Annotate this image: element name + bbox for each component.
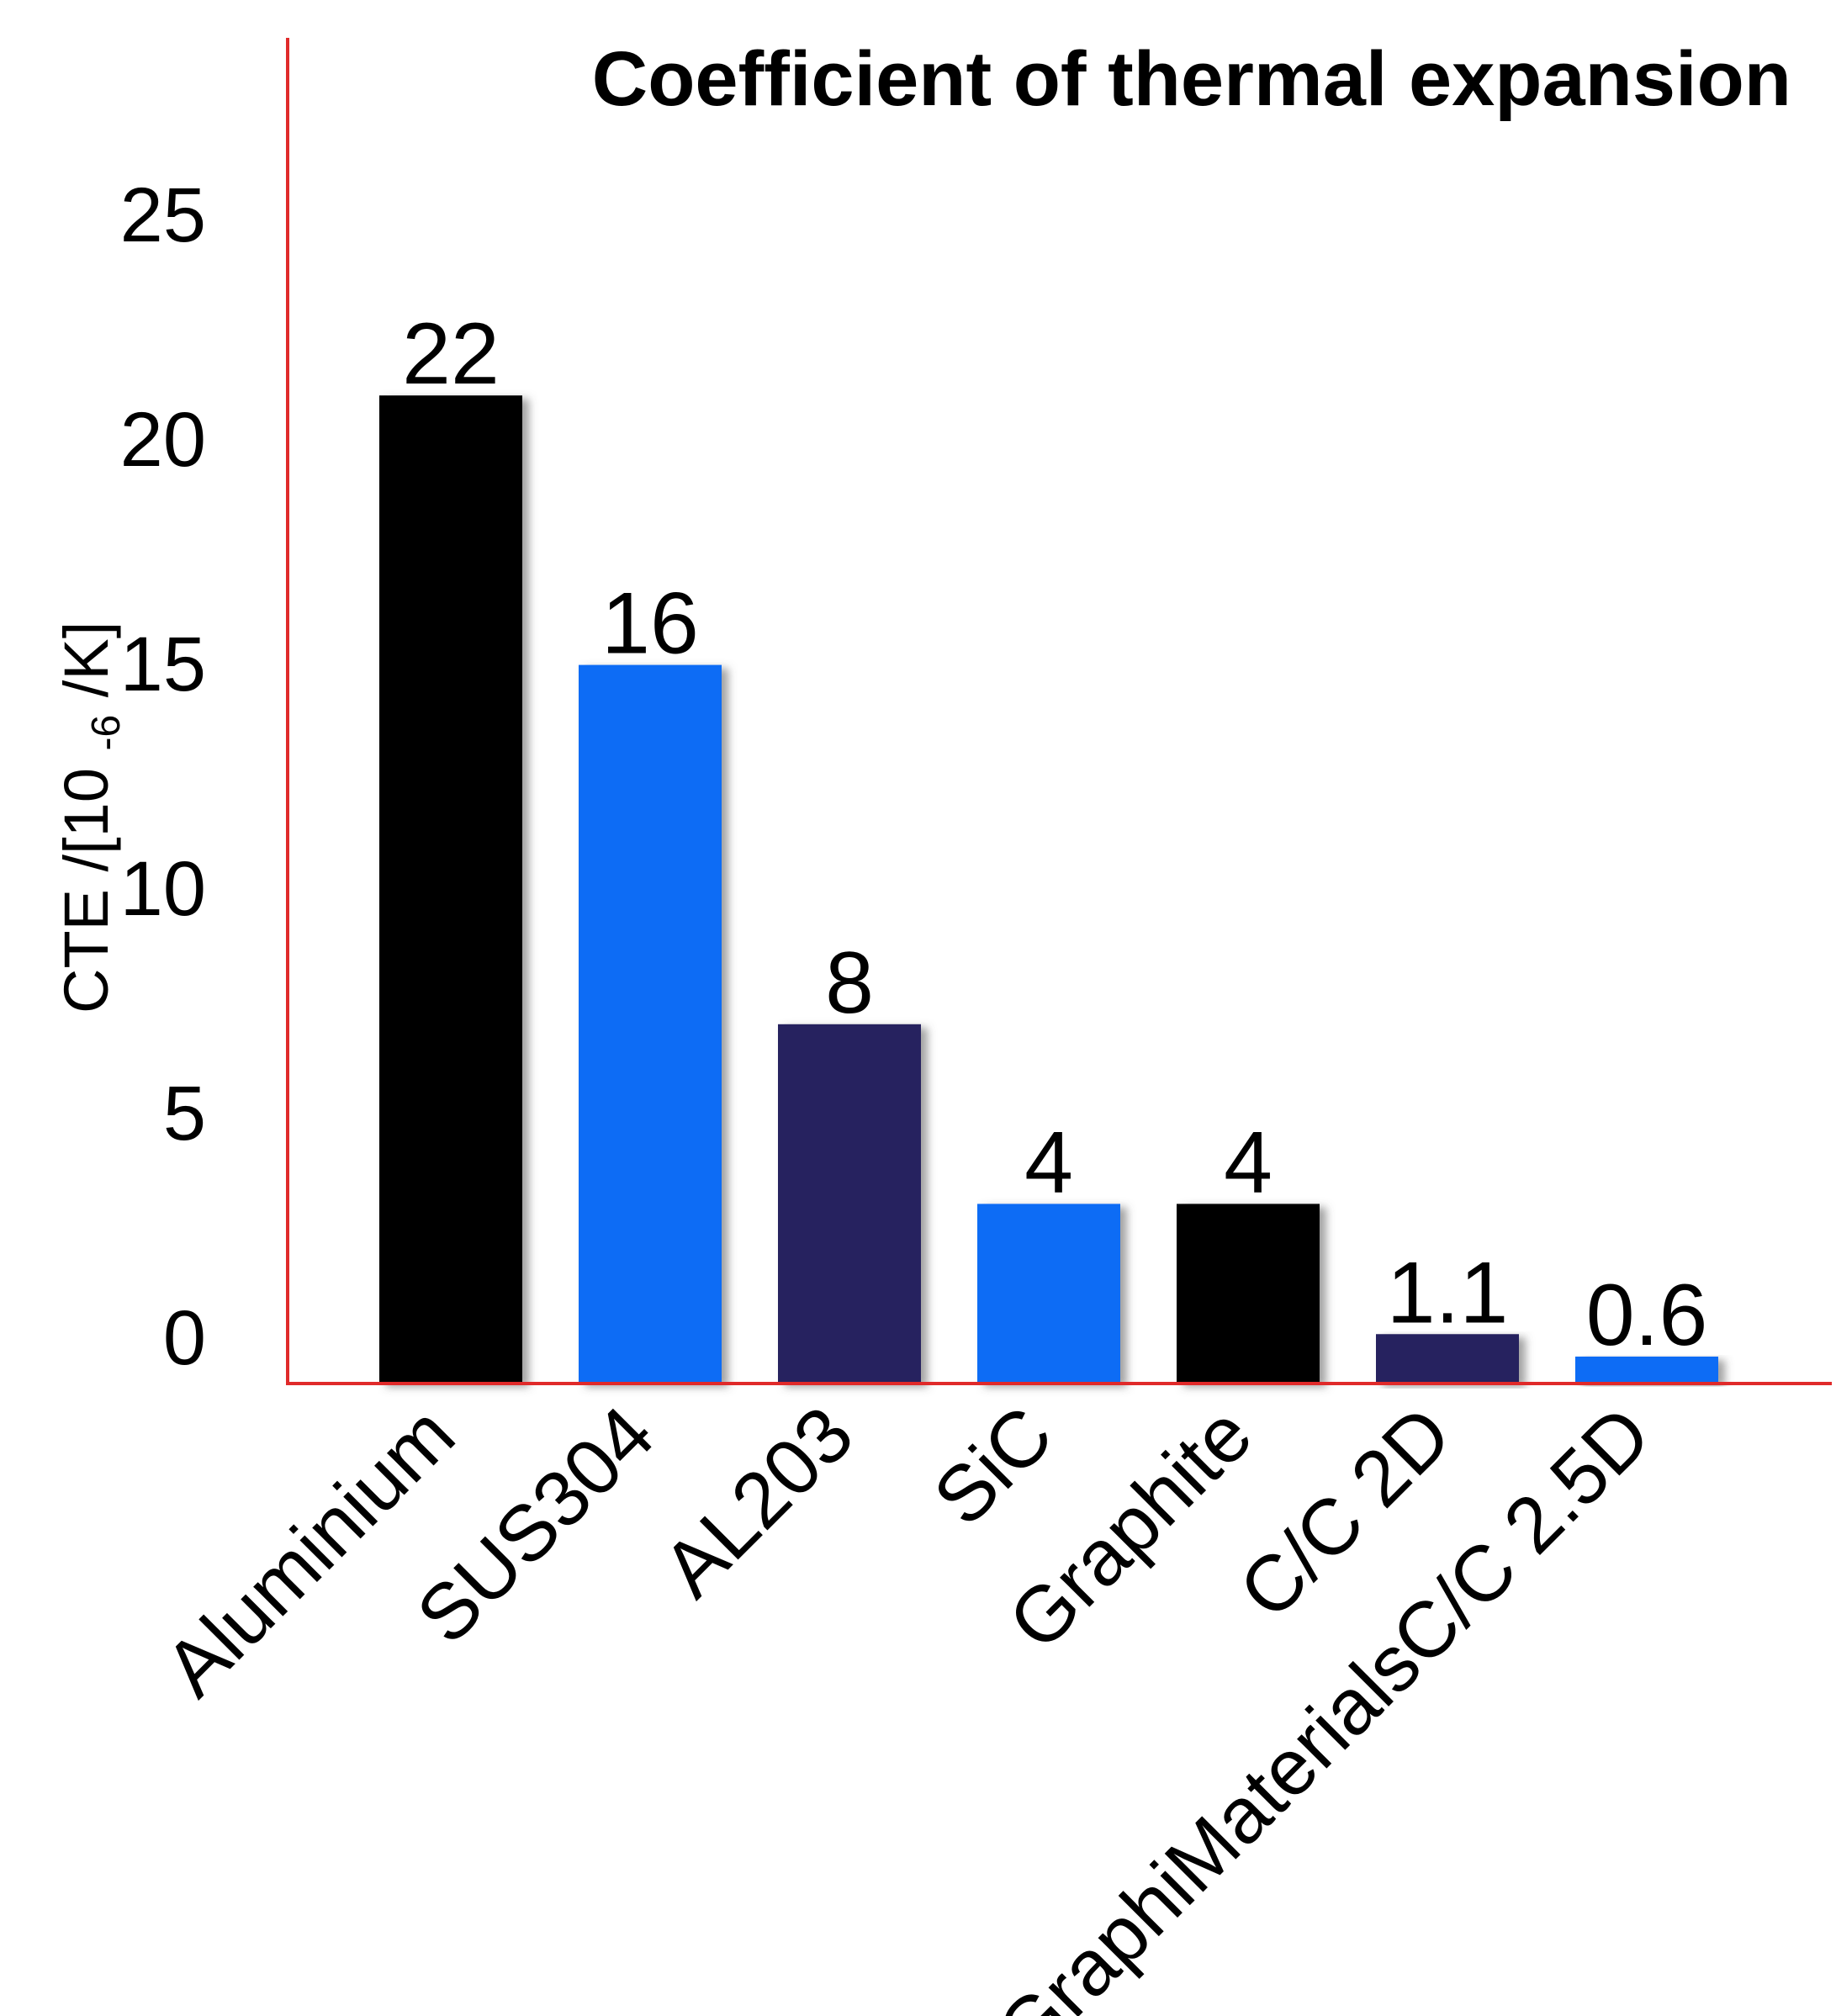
bar-value-label: 0.6 (1586, 1267, 1708, 1364)
x-category-label: Aluminium (148, 1389, 472, 1713)
bar-value-label: 4 (1024, 1114, 1073, 1211)
y-tick-label: 5 (163, 1071, 206, 1156)
chart-title: Coefficient of thermal expansion (592, 36, 1791, 122)
bar (1177, 1204, 1320, 1384)
y-tick-label: 0 (163, 1295, 206, 1381)
bar (1376, 1334, 1519, 1384)
y-axis-label-suffix: /K] (51, 622, 121, 697)
bar (977, 1204, 1120, 1384)
bar-value-label: 16 (601, 575, 699, 673)
bar (579, 664, 722, 1384)
bars (379, 395, 1718, 1384)
bar (778, 1024, 921, 1384)
bar (379, 395, 522, 1384)
y-tick-label: 20 (120, 397, 206, 483)
y-axis-label: CTE /[10 -6 /K] (51, 622, 133, 1013)
bar-value-label: 22 (402, 305, 500, 403)
bar (1575, 1356, 1718, 1384)
y-axis-label-prefix: CTE /[10 (51, 768, 121, 1013)
y-axis-ticks: 0 5 10 15 20 25 (120, 172, 206, 1381)
y-tick-label: 25 (120, 172, 206, 258)
y-tick-label: 10 (120, 846, 206, 932)
bar-value-label: 8 (825, 934, 874, 1032)
y-axis-label-subscript: -6 (84, 715, 129, 751)
x-category-label: SiC (917, 1389, 1069, 1542)
x-category-label: AL203 (646, 1389, 870, 1613)
bar-value-label: 1.1 (1387, 1244, 1509, 1341)
value-labels: 22 16 8 4 4 1.1 0.6 (402, 305, 1707, 1364)
y-tick-label: 15 (120, 622, 206, 707)
bar-value-label: 4 (1224, 1114, 1273, 1211)
